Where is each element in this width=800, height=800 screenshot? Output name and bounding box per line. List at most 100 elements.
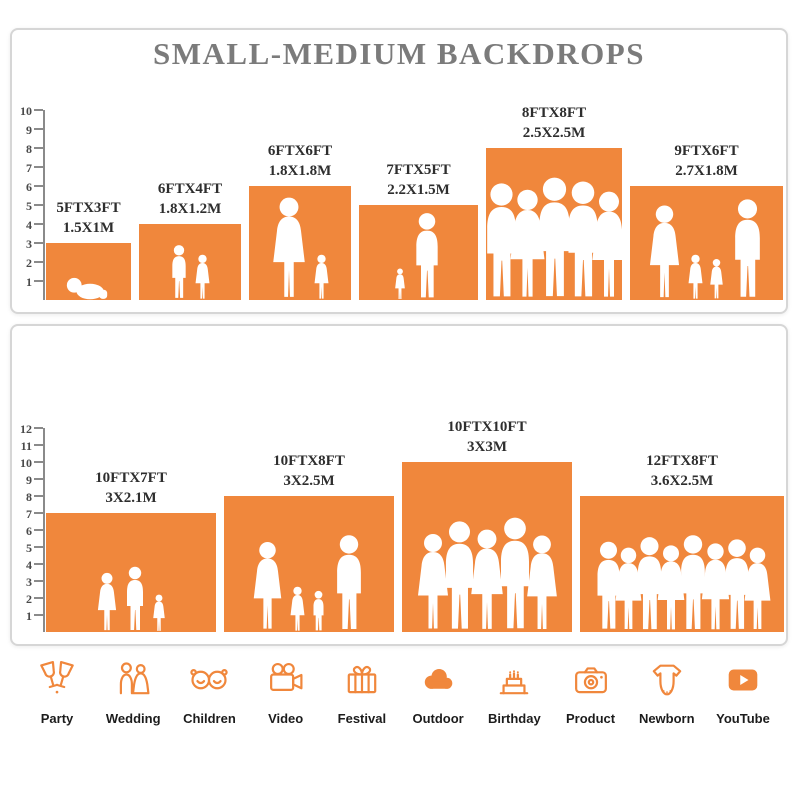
backdrop-item: 10FTX7FT 3X2.1M — [46, 469, 216, 632]
size-ft: 9FTX6FT — [674, 143, 739, 159]
size-m: 1.5X1M — [62, 219, 115, 236]
person-silhouette — [169, 244, 189, 300]
wedding-icon — [120, 662, 150, 695]
backdrop-item: 10FTX10FT 3X3M — [402, 418, 572, 632]
ruler-tick — [34, 597, 43, 599]
ruler-number: 2 — [26, 592, 32, 606]
backdrop-item: 10FTX8FT 3X2.5M — [224, 452, 394, 632]
ruler-number: 1 — [26, 609, 32, 623]
baby-silhouette — [66, 275, 112, 300]
category-label: YouTube — [716, 711, 770, 726]
category-label: Newborn — [638, 711, 695, 726]
ruler-number: 1 — [26, 275, 32, 289]
ruler-tick — [34, 563, 43, 565]
category-wedding: Wedding — [100, 658, 166, 726]
person-silhouette — [123, 566, 147, 632]
category-youtube: YouTube — [710, 658, 776, 726]
ruler-number: 12 — [20, 422, 32, 436]
category-label: Product — [565, 711, 616, 726]
category-birthday: Birthday — [481, 658, 547, 726]
figure-group — [46, 275, 131, 300]
child-silhouette — [394, 268, 406, 300]
backdrop-size-label: 10FTX8FT 3X2.5M — [273, 452, 345, 491]
person-silhouette — [251, 540, 284, 632]
size-m: 3X2.1M — [105, 489, 157, 506]
figure-group — [359, 212, 478, 300]
size-m: 1.8X1.8M — [268, 162, 332, 179]
backdrop-item: 8FTX8FT 2.5X2.5M — [486, 104, 622, 300]
ruler-tick — [34, 461, 43, 463]
ruler-tick — [34, 614, 43, 616]
category-label: Birthday — [487, 711, 541, 726]
backdrop-size-label: 6FTX6FT 1.8X1.8M — [268, 142, 332, 181]
size-ft: 10FTX7FT — [95, 470, 167, 486]
ruler-number: 6 — [26, 524, 32, 538]
size-m: 1.8X1.2M — [158, 200, 222, 217]
backdrop-rect — [359, 205, 478, 300]
child-silhouette — [152, 594, 166, 632]
category-children: Children — [176, 658, 242, 726]
ruler-axis-line — [43, 428, 45, 632]
youtube-icon — [728, 669, 758, 691]
person-silhouette — [742, 546, 773, 632]
category-label: Children — [183, 711, 236, 726]
backdrop-size-label: 5FTX3FT 1.5X1M — [56, 199, 120, 238]
ruler-tick — [34, 529, 43, 531]
person-silhouette — [524, 534, 560, 632]
ruler-tick — [34, 166, 43, 168]
figure-group — [630, 198, 783, 300]
outdoor-icon — [424, 669, 453, 689]
ruler-tick — [34, 478, 43, 480]
small-backdrops-panel: SMALL-MEDIUM BACKDROPS 1 2 3 4 5 6 7 8 9… — [10, 28, 788, 314]
child-silhouette — [687, 254, 704, 300]
category-label: Wedding — [105, 711, 161, 726]
category-festival: Festival — [329, 658, 395, 726]
backdrop-item: 9FTX6FT 2.7X1.8M — [630, 142, 783, 300]
size-ft: 8FTX8FT — [521, 105, 587, 121]
ruler-number: 3 — [26, 575, 32, 589]
festival-icon — [347, 666, 377, 694]
child-silhouette — [709, 258, 724, 300]
size-ft: 5FTX3FT — [56, 200, 121, 216]
ruler-tick — [34, 261, 43, 263]
backdrop-item: 6FTX6FT 1.8X1.8M — [249, 142, 351, 300]
size-m: 2.7X1.8M — [675, 162, 738, 179]
size-m: 3X3M — [466, 438, 507, 455]
category-video: Video — [253, 658, 319, 726]
figure-group — [486, 176, 622, 300]
category-row: Party Wedding Children Video — [0, 658, 800, 726]
category-party: Party — [24, 658, 90, 726]
backdrop-item: 6FTX4FT 1.8X1.2M — [139, 180, 241, 300]
size-m: 2.5X2.5M — [522, 124, 586, 141]
person-silhouette — [729, 198, 766, 300]
backdrop-item: 7FTX5FT 2.2X1.5M — [359, 161, 478, 300]
size-ft: 7FTX5FT — [386, 162, 451, 178]
ruler-tick — [34, 512, 43, 514]
backdrop-rect — [249, 186, 351, 300]
backdrop-size-label: 12FTX8FT 3.6X2.5M — [646, 452, 718, 491]
figure-group — [402, 516, 572, 632]
backdrop-item: 12FTX8FT 3.6X2.5M — [580, 452, 784, 632]
newborn-icon — [652, 664, 682, 696]
backdrop-size-label: 10FTX10FT 3X3M — [447, 418, 526, 457]
backdrop-rect — [402, 462, 572, 632]
medium-backdrops-panel: 1 2 3 4 5 6 7 8 9 10 11 12 10FTX7FT 3X2.… — [10, 324, 788, 646]
ruler-tick — [34, 223, 43, 225]
person-silhouette — [589, 190, 623, 300]
backdrop-size-label: 6FTX4FT 1.8X1.2M — [158, 180, 222, 219]
ruler-number: 3 — [26, 237, 32, 251]
birthday-icon — [500, 670, 529, 695]
backdrop-rect — [630, 186, 783, 300]
child-silhouette — [289, 586, 306, 632]
backdrop-item: 5FTX3FT 1.5X1M — [46, 199, 131, 300]
backdrop-row: 10FTX7FT 3X2.1M 10FTX8FT 3X2.5M — [46, 418, 784, 632]
ruler-axis-line — [43, 110, 45, 300]
children-icon — [190, 669, 229, 690]
backdrop-rect — [46, 243, 131, 300]
category-outdoor: Outdoor — [405, 658, 471, 726]
backdrop-rect — [486, 148, 622, 300]
size-ft: 10FTX10FT — [447, 419, 527, 435]
backdrop-size-label: 8FTX8FT 2.5X2.5M — [522, 104, 586, 143]
product-icon — [574, 667, 607, 694]
size-ft: 6FTX4FT — [157, 181, 223, 197]
